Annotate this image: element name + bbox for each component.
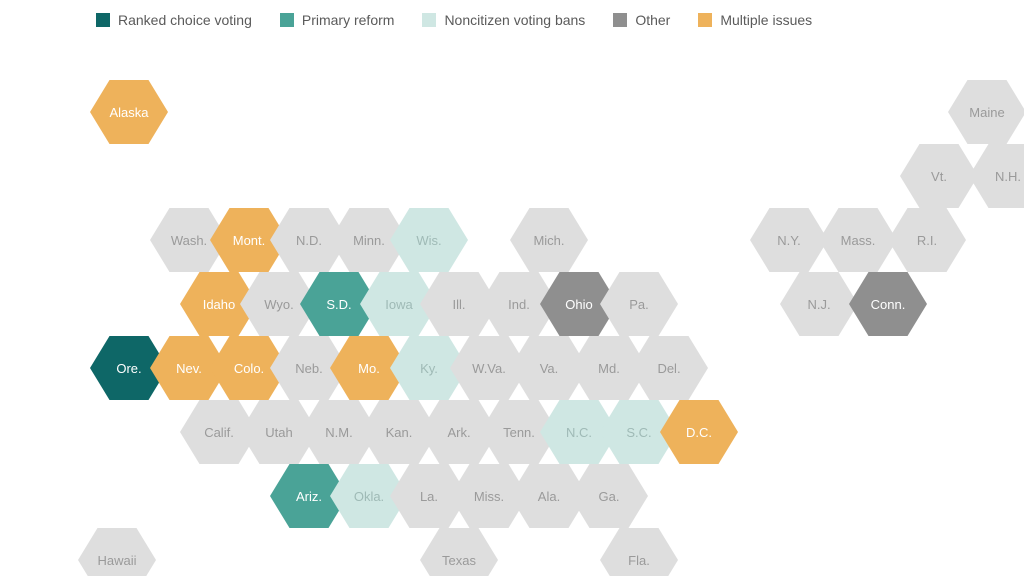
state-label: Nev. — [176, 361, 202, 376]
state-label: Tenn. — [503, 425, 535, 440]
legend-item-primary: Primary reform — [280, 12, 395, 28]
state-label: N.J. — [807, 297, 830, 312]
state-hex[interactable]: Texas — [420, 526, 498, 576]
state-label: S.D. — [326, 297, 351, 312]
state-hex[interactable]: Alaska — [90, 78, 168, 146]
legend-label: Noncitizen voting bans — [444, 12, 585, 28]
legend-item-multiple: Multiple issues — [698, 12, 812, 28]
state-label: Ore. — [116, 361, 141, 376]
state-label: N.C. — [566, 425, 592, 440]
state-label: Mich. — [533, 233, 564, 248]
state-label: Alaska — [109, 105, 148, 120]
state-label: N.H. — [995, 169, 1021, 184]
state-hex[interactable]: Fla. — [600, 526, 678, 576]
state-hex[interactable]: D.C. — [660, 398, 738, 466]
state-label: Pa. — [629, 297, 649, 312]
state-hex[interactable]: Del. — [630, 334, 708, 402]
state-hex[interactable]: Conn. — [849, 270, 927, 338]
state-label: Ark. — [447, 425, 470, 440]
legend-swatch — [613, 13, 627, 27]
state-label: Wis. — [416, 233, 441, 248]
legend-label: Ranked choice voting — [118, 12, 252, 28]
state-label: Calif. — [204, 425, 234, 440]
state-hex[interactable]: N.Y. — [750, 206, 828, 274]
state-label: Fla. — [628, 553, 650, 568]
state-label: Del. — [657, 361, 680, 376]
state-hex[interactable]: Maine — [948, 78, 1024, 146]
state-label: Ind. — [508, 297, 530, 312]
state-hex[interactable]: Mass. — [819, 206, 897, 274]
state-label: R.I. — [917, 233, 937, 248]
state-label: Wash. — [171, 233, 207, 248]
state-label: Colo. — [234, 361, 264, 376]
state-label: Vt. — [931, 169, 947, 184]
state-hex[interactable]: Pa. — [600, 270, 678, 338]
state-label: Texas — [442, 553, 476, 568]
state-label: Ariz. — [296, 489, 322, 504]
state-label: Neb. — [295, 361, 322, 376]
state-label: Hawaii — [97, 553, 136, 568]
state-label: Mont. — [233, 233, 266, 248]
state-label: Wyo. — [264, 297, 294, 312]
state-label: N.D. — [296, 233, 322, 248]
state-label: Mass. — [841, 233, 876, 248]
state-label: Okla. — [354, 489, 384, 504]
state-label: Mo. — [358, 361, 380, 376]
legend: Ranked choice voting Primary reform Noncit… — [0, 0, 1024, 28]
legend-swatch — [422, 13, 436, 27]
legend-swatch — [96, 13, 110, 27]
legend-label: Primary reform — [302, 12, 395, 28]
state-hex[interactable]: Wis. — [390, 206, 468, 274]
state-hex[interactable]: R.I. — [888, 206, 966, 274]
legend-label: Other — [635, 12, 670, 28]
state-label: W.Va. — [472, 361, 506, 376]
state-label: D.C. — [686, 425, 712, 440]
state-label: Va. — [540, 361, 559, 376]
state-label: N.M. — [325, 425, 352, 440]
state-hex[interactable]: Vt. — [900, 142, 978, 210]
legend-label: Multiple issues — [720, 12, 812, 28]
state-hex[interactable]: Mich. — [510, 206, 588, 274]
legend-item-other: Other — [613, 12, 670, 28]
state-label: La. — [420, 489, 438, 504]
legend-item-ranked: Ranked choice voting — [96, 12, 252, 28]
state-label: Maine — [969, 105, 1004, 120]
state-label: Iowa — [385, 297, 412, 312]
state-hex[interactable]: N.J. — [780, 270, 858, 338]
state-hex[interactable]: N.H. — [969, 142, 1024, 210]
state-label: Ga. — [599, 489, 620, 504]
state-label: Md. — [598, 361, 620, 376]
state-label: Ill. — [453, 297, 466, 312]
state-label: Miss. — [474, 489, 504, 504]
state-label: S.C. — [626, 425, 651, 440]
state-label: Minn. — [353, 233, 385, 248]
state-label: Ky. — [420, 361, 438, 376]
hex-map: Alaska Maine Vt. N.H. Wash. Mont. N.D. Minn. Wis… — [0, 28, 1024, 568]
legend-swatch — [698, 13, 712, 27]
legend-item-nonciti: Noncitizen voting bans — [422, 12, 585, 28]
state-label: Kan. — [386, 425, 413, 440]
state-hex[interactable]: Hawaii — [78, 526, 156, 576]
state-label: Ohio — [565, 297, 592, 312]
state-label: Ala. — [538, 489, 560, 504]
state-label: Utah — [265, 425, 292, 440]
state-label: N.Y. — [777, 233, 801, 248]
state-hex[interactable]: Ga. — [570, 462, 648, 530]
state-label: Idaho — [203, 297, 236, 312]
legend-swatch — [280, 13, 294, 27]
state-label: Conn. — [871, 297, 906, 312]
